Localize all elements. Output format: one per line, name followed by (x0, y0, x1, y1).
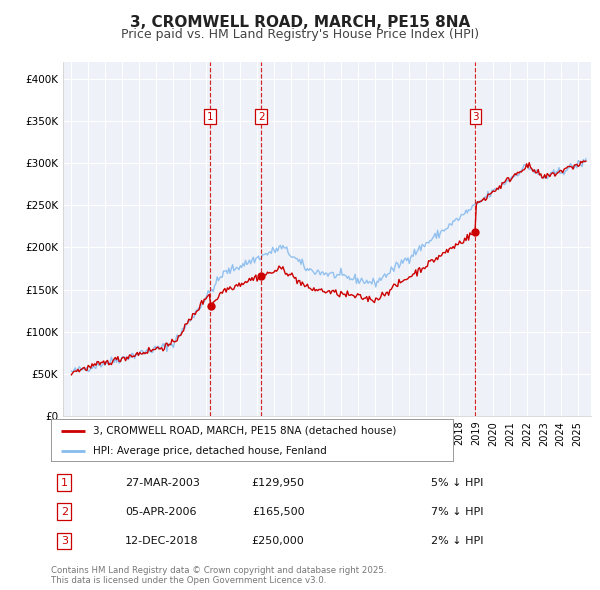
Text: 3, CROMWELL ROAD, MARCH, PE15 8NA (detached house): 3, CROMWELL ROAD, MARCH, PE15 8NA (detac… (93, 426, 397, 436)
Text: 27-MAR-2003: 27-MAR-2003 (125, 477, 200, 487)
Text: £250,000: £250,000 (251, 536, 304, 546)
Text: 2: 2 (258, 112, 265, 122)
Text: £129,950: £129,950 (251, 477, 304, 487)
Text: Contains HM Land Registry data © Crown copyright and database right 2025.
This d: Contains HM Land Registry data © Crown c… (51, 566, 386, 585)
Text: 05-APR-2006: 05-APR-2006 (125, 507, 196, 517)
Text: 2: 2 (61, 507, 68, 517)
Text: 1: 1 (61, 477, 68, 487)
Text: 1: 1 (207, 112, 214, 122)
Text: 7% ↓ HPI: 7% ↓ HPI (431, 507, 484, 517)
Text: Price paid vs. HM Land Registry's House Price Index (HPI): Price paid vs. HM Land Registry's House … (121, 28, 479, 41)
Text: HPI: Average price, detached house, Fenland: HPI: Average price, detached house, Fenl… (93, 446, 327, 455)
Text: 3, CROMWELL ROAD, MARCH, PE15 8NA: 3, CROMWELL ROAD, MARCH, PE15 8NA (130, 15, 470, 30)
Text: 5% ↓ HPI: 5% ↓ HPI (431, 477, 484, 487)
Text: 3: 3 (61, 536, 68, 546)
Text: 2% ↓ HPI: 2% ↓ HPI (431, 536, 484, 546)
Text: 3: 3 (472, 112, 479, 122)
Text: 12-DEC-2018: 12-DEC-2018 (125, 536, 199, 546)
Text: £165,500: £165,500 (252, 507, 304, 517)
